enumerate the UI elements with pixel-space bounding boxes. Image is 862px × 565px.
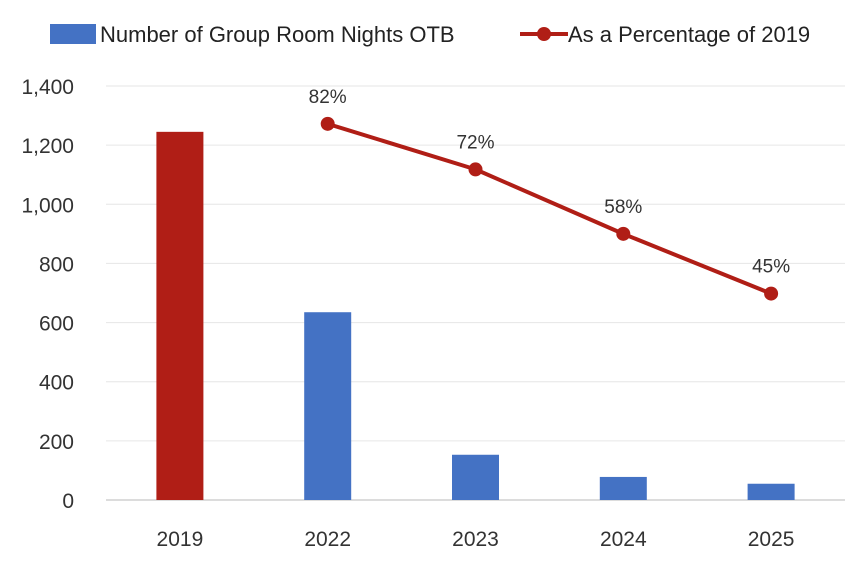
x-axis: 2019 2022 2023 2024 2025 — [157, 528, 795, 551]
x-tick-label: 2025 — [748, 528, 795, 551]
line-point — [616, 226, 631, 241]
bar — [452, 454, 499, 500]
series-line — [327, 121, 772, 296]
bar — [304, 312, 352, 500]
bar — [747, 483, 795, 500]
legend: Number of Group Room Nights OTB As a Per… — [50, 22, 810, 47]
y-tick-label: 600 — [39, 313, 74, 336]
line-point — [320, 116, 335, 131]
line-point — [468, 162, 483, 177]
y-tick-label: 200 — [39, 431, 74, 454]
y-tick-label: 800 — [39, 253, 74, 276]
y-tick-label: 1,400 — [21, 76, 74, 99]
bar — [156, 131, 204, 501]
data-label: 45% — [752, 257, 790, 278]
line-point — [764, 286, 779, 301]
legend-label-bars: Number of Group Room Nights OTB — [100, 22, 455, 47]
legend-line-marker — [537, 27, 551, 41]
x-tick-label: 2023 — [452, 528, 499, 551]
y-tick-label: 400 — [39, 372, 74, 395]
y-tick-label: 0 — [62, 490, 74, 513]
y-tick-label: 1,200 — [21, 135, 74, 158]
data-label: 82% — [309, 87, 347, 108]
x-tick-label: 2024 — [600, 528, 647, 551]
x-tick-label: 2019 — [157, 528, 204, 551]
legend-bar-swatch — [50, 24, 96, 44]
grid — [106, 85, 845, 442]
x-tick-label: 2022 — [304, 528, 351, 551]
y-tick-label: 1,000 — [21, 194, 74, 217]
legend-label-line: As a Percentage of 2019 — [568, 22, 810, 47]
data-label: 58% — [604, 197, 642, 218]
bar — [599, 476, 647, 500]
y-axis: 0 200 400 600 800 1,000 1,200 1,400 — [21, 76, 845, 513]
line-series: 82% 72% 58% 45% — [309, 87, 790, 301]
data-label: 72% — [456, 132, 494, 153]
bars — [156, 131, 795, 501]
